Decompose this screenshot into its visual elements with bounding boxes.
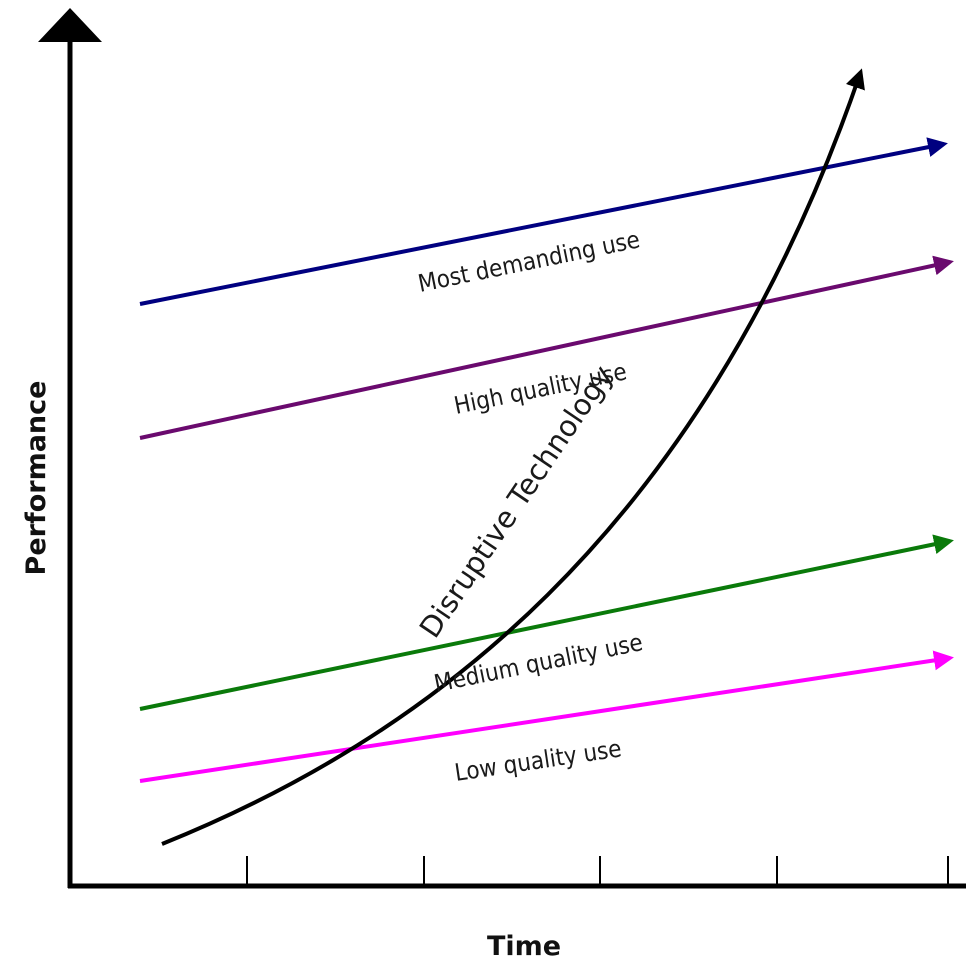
label-most-demanding: Most demanding use	[416, 225, 643, 297]
trajectory-line-medium-quality	[140, 541, 950, 709]
label-low-quality: Low quality use	[453, 734, 624, 787]
label-medium-quality: Medium quality use	[432, 628, 645, 698]
x-axis-label: Time	[487, 931, 561, 962]
disruptive-technology-curve	[162, 74, 860, 844]
y-axis-arrowhead	[38, 8, 102, 42]
y-axis-label: Performance	[21, 381, 52, 576]
trajectory-line-high-quality	[140, 262, 950, 438]
